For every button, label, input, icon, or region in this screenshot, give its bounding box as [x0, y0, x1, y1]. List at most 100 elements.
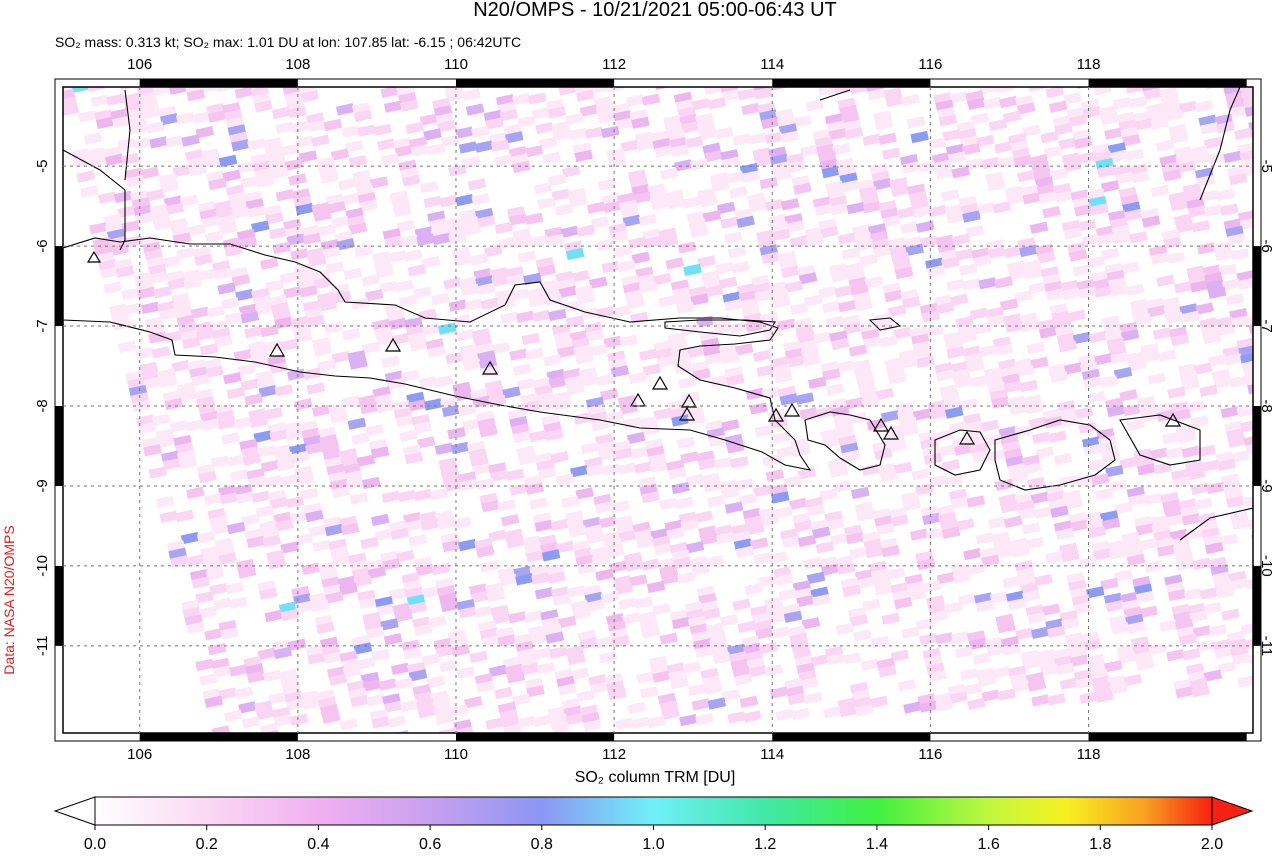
so2-pixel — [999, 96, 1017, 108]
so2-pixel — [983, 97, 1001, 109]
so2-pixel — [999, 28, 1017, 40]
so2-pixel — [871, 636, 889, 648]
so2-pixel — [618, 597, 636, 609]
so2-pixels — [55, 10, 1272, 748]
so2-pixel — [1163, 34, 1181, 46]
border-bar — [1089, 79, 1247, 87]
so2-pixel — [1236, 68, 1254, 80]
so2-pixel — [941, 189, 959, 201]
so2-pixel — [678, 241, 696, 253]
so2-pixel — [1148, 373, 1166, 385]
so2-pixel — [804, 692, 822, 704]
border-bar — [772, 733, 930, 741]
so2-pixel — [260, 325, 278, 337]
so2-pixel — [628, 702, 646, 714]
so2-pixel — [692, 698, 710, 710]
so2-pixel — [1054, 453, 1072, 465]
so2-pixel — [731, 261, 749, 273]
so2-pixel — [525, 213, 543, 225]
so2-pixel — [1262, 576, 1272, 588]
so2-pixel — [181, 134, 199, 146]
so2-pixel — [561, 496, 579, 508]
so2-pixel — [1220, 203, 1238, 215]
so2-pixel — [349, 155, 367, 167]
so2-pixel — [1182, 446, 1200, 458]
so2-pixel — [1145, 560, 1163, 572]
y-tick-label: -5 — [1258, 159, 1272, 172]
so2-pixel — [1227, 31, 1245, 43]
so2-pixel — [988, 449, 1006, 461]
so2-pixel — [275, 384, 293, 396]
so2-pixel — [614, 245, 632, 257]
so2-pixel — [133, 137, 151, 149]
so2-pixel — [462, 89, 480, 101]
so2-pixel — [485, 717, 503, 729]
so2-pixel — [80, 185, 98, 197]
so2-pixel — [1127, 21, 1145, 33]
so2-pixel — [928, 205, 946, 217]
so2-pixel — [647, 581, 665, 593]
so2-pixel — [197, 531, 215, 543]
so2-pixel — [1239, 15, 1257, 27]
so2-pixel — [164, 330, 182, 342]
so2-pixel — [1258, 359, 1272, 371]
so2-pixel — [997, 689, 1015, 701]
so2-pixel — [665, 55, 683, 67]
so2-pixel — [1192, 220, 1210, 232]
so2-pixel — [798, 535, 816, 547]
so2-pixel — [1028, 79, 1046, 91]
x-tick-label: 116 — [918, 56, 942, 73]
so2-pixel — [765, 132, 783, 144]
so2-pixel — [456, 329, 474, 341]
so2-pixel — [753, 552, 771, 564]
so2-pixel — [707, 495, 725, 507]
so2-pixel — [1197, 242, 1215, 254]
so2-pixel — [958, 61, 976, 73]
so2-pixel — [1002, 576, 1020, 588]
so2-pixel — [225, 582, 243, 594]
so2-pixel — [796, 62, 814, 74]
so2-pixel — [585, 127, 603, 139]
so2-pixel — [336, 103, 354, 115]
so2-pixel — [935, 32, 953, 44]
so2-pixel — [535, 587, 553, 599]
so2-pixel — [439, 660, 457, 672]
so2-pixel — [360, 537, 378, 549]
y-tick-label: -7 — [34, 319, 51, 332]
so2-pixel — [500, 311, 518, 323]
title: N20/OMPS - 10/21/2021 05:00-06:43 UT — [473, 0, 837, 21]
so2-pixel — [1182, 648, 1200, 660]
so2-pixel — [302, 563, 320, 575]
so2-pixel — [1167, 386, 1185, 398]
so2-pixel — [1202, 62, 1220, 74]
so2-pixel — [630, 447, 648, 459]
so2-pixel — [967, 495, 985, 507]
so2-pixel — [595, 569, 613, 581]
so2-pixel — [371, 514, 389, 526]
so2-pixel — [809, 47, 827, 59]
so2-pixel — [1257, 21, 1272, 33]
so2-pixel — [1104, 60, 1122, 72]
so2-pixel — [838, 232, 856, 244]
y-tick-label: -6 — [1258, 239, 1272, 252]
so2-pixel — [340, 718, 358, 730]
so2-pixel — [1034, 506, 1052, 518]
so2-pixel — [227, 454, 245, 466]
so2-pixel — [1166, 649, 1184, 661]
colorbar-tick-label: 1.6 — [977, 836, 999, 853]
so2-pixel — [659, 498, 677, 510]
so2-pixel — [186, 419, 204, 431]
so2-pixel — [805, 99, 823, 111]
so2-pixel — [280, 339, 298, 351]
so2-pixel — [683, 196, 701, 208]
so2-pixel — [1159, 619, 1177, 631]
so2-pixel — [260, 257, 278, 269]
so2-pixel — [294, 398, 312, 410]
so2-pixel — [1095, 488, 1113, 500]
so2-pixel — [359, 64, 377, 76]
so2-pixel — [635, 64, 653, 76]
so2-pixel — [176, 112, 194, 124]
so2-pixel — [972, 652, 990, 664]
so2-pixel — [1156, 275, 1174, 287]
so2-pixel — [1261, 171, 1272, 183]
